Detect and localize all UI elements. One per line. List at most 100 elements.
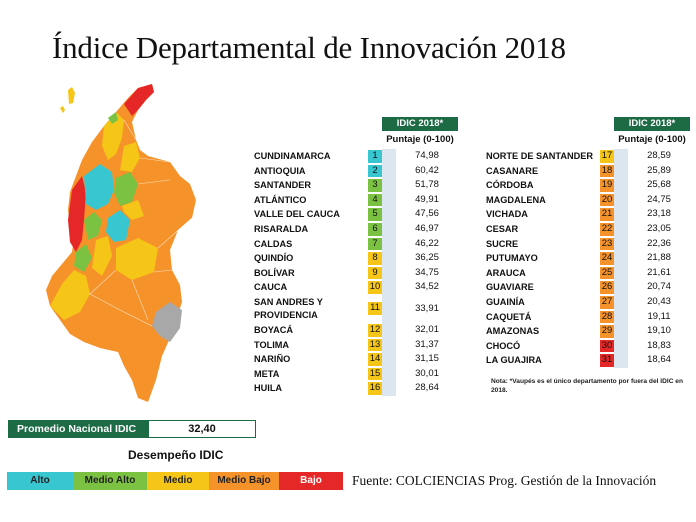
table-row: GUAVIARE 26 20,74 xyxy=(486,280,692,295)
map-region-antioquia xyxy=(84,164,114,210)
table-row: CHOCÓ 30 18,83 xyxy=(486,338,692,354)
rank-badge: 5 xyxy=(368,208,382,221)
score-cell-background xyxy=(382,295,396,323)
desempeno-title: Desempeño IDIC xyxy=(128,448,224,462)
score-value: 34,52 xyxy=(415,281,439,293)
score-value: 21,61 xyxy=(647,266,671,278)
score-cell-background xyxy=(382,207,396,222)
map-region-vaupes xyxy=(152,302,182,342)
map-region-atlantico xyxy=(108,112,118,124)
department-name: ANTIOQUIA xyxy=(254,165,306,176)
table-row: ANTIOQUIA 2 60,42 xyxy=(254,163,460,179)
table-row: CESAR 22 23,05 xyxy=(486,222,692,237)
table-note: Nota: *Vaupés es el único departamento p… xyxy=(491,378,683,394)
table-row: NARIÑO 14 31,15 xyxy=(254,352,460,367)
table-row: ARAUCA 25 21,61 xyxy=(486,265,692,281)
table-row: VALLE DEL CAUCA 5 47,56 xyxy=(254,207,460,222)
score-value: 31,37 xyxy=(415,338,439,350)
score-value: 47,56 xyxy=(415,208,439,220)
legend-item: Medio xyxy=(147,472,209,490)
map-region-choco xyxy=(68,176,86,252)
table-row: CALDAS 7 46,22 xyxy=(254,236,460,252)
map-region-santander xyxy=(114,172,138,206)
department-name: SANTANDER xyxy=(254,180,311,191)
map-region-la-guajira xyxy=(124,84,154,116)
department-name: CUNDINAMARCA xyxy=(254,151,331,161)
department-name: QUINDÍO xyxy=(254,253,294,264)
table-row: SAN ANDRES Y PROVIDENCIA 11 33,91 xyxy=(254,295,460,323)
table-row: CAQUETÁ 28 19,11 xyxy=(486,309,692,325)
table-row: TOLIMA 13 31,37 xyxy=(254,337,460,353)
legend-item: Medio Bajo xyxy=(209,472,279,490)
score-value: 30,01 xyxy=(415,367,439,379)
score-cell-background xyxy=(614,251,628,266)
ranking-table-right: IDIC 2018* Puntaje (0-100) NORTE DE SANT… xyxy=(486,117,694,375)
score-value: 21,88 xyxy=(647,252,671,264)
score-cell-background xyxy=(614,178,628,193)
department-name: GUAVIARE xyxy=(486,282,534,293)
score-cell-background xyxy=(382,251,396,266)
table-row: VICHADA 21 23,18 xyxy=(486,207,692,222)
department-name: ARAUCA xyxy=(486,267,526,278)
department-name: SUCRE xyxy=(486,238,519,249)
rank-badge: 10 xyxy=(368,281,382,294)
map-region-cundinamarca xyxy=(106,210,130,242)
map-region-bolivar xyxy=(102,112,124,160)
map-region-valle xyxy=(74,244,92,272)
score-cell-background xyxy=(382,323,396,338)
rank-badge: 4 xyxy=(368,193,382,207)
rank-badge: 1 xyxy=(368,150,382,163)
ranking-table-left: IDIC 2018* Puntaje (0-100) CUNDINAMARCA 1… xyxy=(254,117,460,399)
department-name: CAQUETÁ xyxy=(486,311,532,322)
department-name: MAGDALENA xyxy=(486,194,546,205)
department-name: RISARALDA xyxy=(254,224,309,234)
promedio-nacional-box: Promedio Nacional IDIC 32,40 xyxy=(8,420,256,438)
rank-badge: 21 xyxy=(600,208,614,221)
map-region-meta xyxy=(116,238,158,280)
table-row: BOLÍVAR 9 34,75 xyxy=(254,265,460,281)
score-cell-background xyxy=(614,324,628,339)
rank-badge: 24 xyxy=(600,252,614,265)
table-row: SANTANDER 3 51,78 xyxy=(254,178,460,193)
table-row: BOYACÁ 12 32,01 xyxy=(254,323,460,338)
table-header: IDIC 2018* xyxy=(614,117,690,131)
score-value: 19,11 xyxy=(647,310,671,322)
department-name: BOYACÁ xyxy=(254,325,293,335)
score-cell-background xyxy=(614,295,628,310)
score-value: 25,68 xyxy=(647,179,671,191)
score-cell-background xyxy=(382,366,396,382)
rank-badge: 7 xyxy=(368,237,382,251)
score-value: 31,15 xyxy=(415,353,439,365)
score-cell-background xyxy=(614,149,628,164)
legend-item: Alto xyxy=(7,472,73,490)
rank-badge: 3 xyxy=(368,179,382,192)
table-row: LA GUAJIRA 31 18,64 xyxy=(486,353,692,368)
score-value: 23,05 xyxy=(647,223,671,234)
score-cell-background xyxy=(382,236,396,252)
department-name: ATLÁNTICO xyxy=(254,194,307,205)
score-value: 18,64 xyxy=(647,354,671,366)
score-value: 28,64 xyxy=(415,382,439,394)
department-name: NORTE DE SANTANDER xyxy=(486,151,594,161)
department-name: HUILA xyxy=(254,383,283,394)
rank-badge: 16 xyxy=(368,382,382,395)
legend-item: Medio Alto xyxy=(73,472,147,490)
score-value: 28,59 xyxy=(647,150,671,161)
score-cell-background xyxy=(614,207,628,222)
department-name: CAUCA xyxy=(254,282,288,293)
score-cell-background xyxy=(382,222,396,237)
score-cell-background xyxy=(382,381,396,396)
rank-badge: 12 xyxy=(368,324,382,337)
map-region-boyaca xyxy=(122,200,144,220)
map-region-cauca-narino xyxy=(50,270,90,320)
score-value: 25,89 xyxy=(647,164,671,176)
table-row: HUILA 16 28,64 xyxy=(254,381,460,396)
score-value: 36,25 xyxy=(415,252,439,264)
table-row: GUAINÍA 27 20,43 xyxy=(486,295,692,310)
rank-badge: 19 xyxy=(600,179,614,192)
rank-badge: 6 xyxy=(368,223,382,236)
rank-badge: 28 xyxy=(600,310,614,324)
table-row: META 15 30,01 xyxy=(254,366,460,382)
table-row: SUCRE 23 22,36 xyxy=(486,236,692,252)
score-value: 34,75 xyxy=(415,266,439,278)
